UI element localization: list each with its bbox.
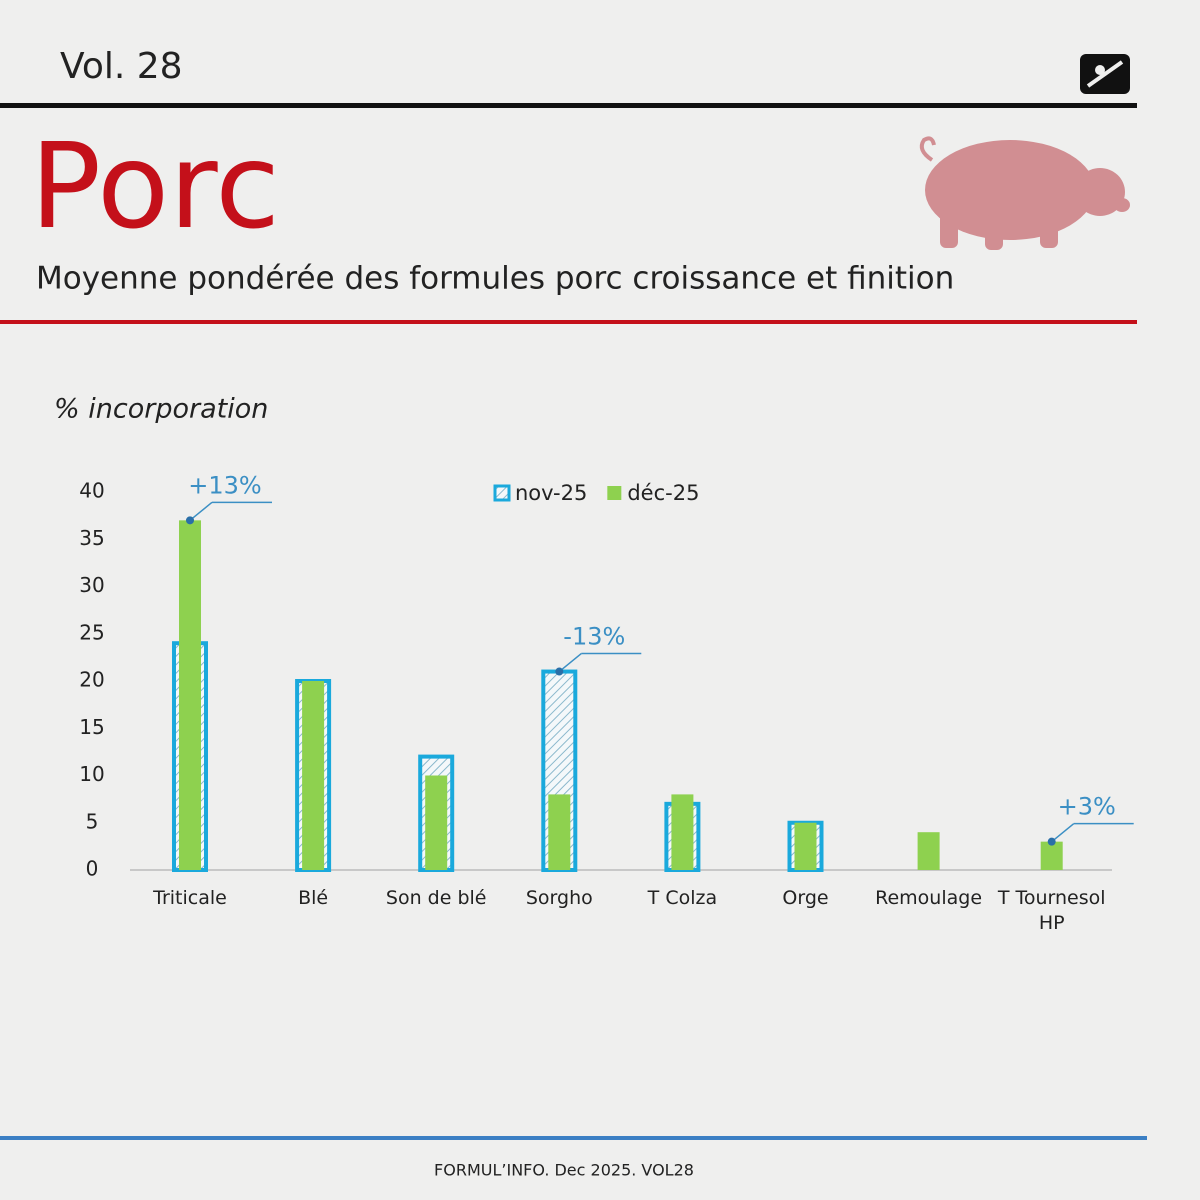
y-tick-label: 25: [79, 620, 104, 644]
bar: [179, 520, 201, 870]
x-tick-label: T Colza: [647, 887, 718, 909]
y-tick-label: 5: [86, 809, 99, 833]
annotation-dot: [186, 516, 194, 525]
legend-label: déc-25: [627, 481, 699, 505]
annotation-dot: [1047, 837, 1056, 846]
y-tick-label: 15: [79, 715, 104, 739]
pig-illustration: [919, 136, 1130, 250]
x-tick-label: Sorgho: [525, 887, 593, 909]
logo: [1080, 54, 1130, 94]
x-tick-label: T Tournesol HP: [997, 887, 1106, 934]
y-tick-label: 0: [86, 857, 99, 881]
title: Porc: [30, 117, 280, 255]
y-tick-label: 35: [79, 526, 104, 550]
y-tick-label: 10: [79, 762, 104, 786]
bar: [794, 822, 817, 870]
y-tick-label: 30: [79, 573, 104, 597]
annotation-leader: [558, 652, 582, 673]
annotation-label: +3%: [1058, 793, 1116, 821]
x-tick-label: Remoulage: [875, 887, 983, 909]
bar: [302, 681, 325, 870]
y-tick-label: 20: [79, 668, 104, 692]
bar: [1040, 841, 1063, 870]
header-rule: [0, 103, 1137, 108]
volume: Vol. 28: [60, 46, 183, 87]
x-tick-label: Orge: [782, 887, 829, 909]
bar: [671, 794, 694, 870]
x-tick-label: Triticale: [153, 887, 227, 909]
x-tick-label: Blé: [298, 887, 329, 909]
bar: [917, 832, 940, 870]
annotation-label: +13%: [188, 471, 261, 499]
legend-swatch: [493, 484, 511, 502]
y-axis-label: % incorporation: [54, 394, 268, 425]
legend-label: nov-25: [515, 481, 587, 505]
footer-rule: [0, 1136, 1147, 1140]
bar: [425, 775, 448, 870]
annotation-label: -13%: [563, 623, 625, 651]
annotation-leader: [189, 501, 213, 521]
subtitle-rule: [0, 320, 1137, 324]
legend-swatch: [607, 486, 622, 500]
y-tick-label: 40: [79, 479, 104, 503]
subtitle: Moyenne pondérée des formules porc crois…: [36, 261, 954, 297]
footer: FORMUL’INFO. Dec 2025. VOL28: [434, 1161, 694, 1180]
annotation-dot: [555, 667, 564, 676]
annotation-leader: [1051, 823, 1075, 843]
x-tick-label: Son de blé: [385, 887, 487, 909]
bar: [548, 794, 571, 870]
